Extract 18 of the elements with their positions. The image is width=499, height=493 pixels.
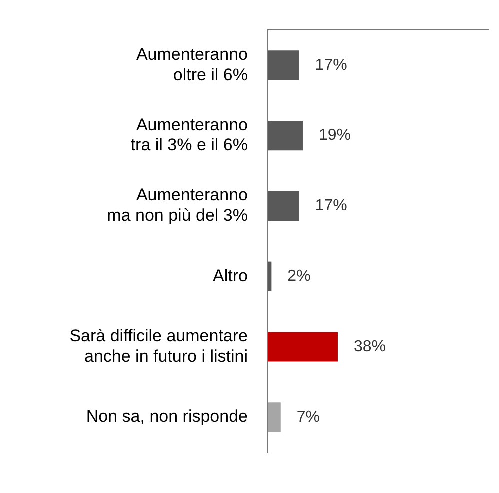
y-tick-label: Sarà difficile aumentare anche in futuro i listini <box>70 326 248 366</box>
y-tick-label: Non sa, non risponde <box>86 407 248 426</box>
bar <box>268 262 272 292</box>
y-tick-label: Aumenteranno ma non più del 3% <box>107 186 248 226</box>
y-tick-label: Aumenteranno tra il 3% e il 6% <box>130 115 248 155</box>
data-label: 17% <box>315 198 348 215</box>
bar <box>268 191 300 221</box>
data-label: 7% <box>296 408 320 426</box>
bar <box>268 402 281 432</box>
bar <box>268 50 300 80</box>
bar <box>268 332 338 362</box>
data-label: 17% <box>315 56 348 74</box>
data-label: 38% <box>354 338 386 356</box>
y-tick-label: Aumenteranno oltre il 6% <box>136 44 248 84</box>
data-label: 19% <box>318 127 352 144</box>
bar <box>268 121 303 151</box>
data-label: 2% <box>288 268 311 286</box>
y-tick-label: Altro <box>213 266 248 286</box>
